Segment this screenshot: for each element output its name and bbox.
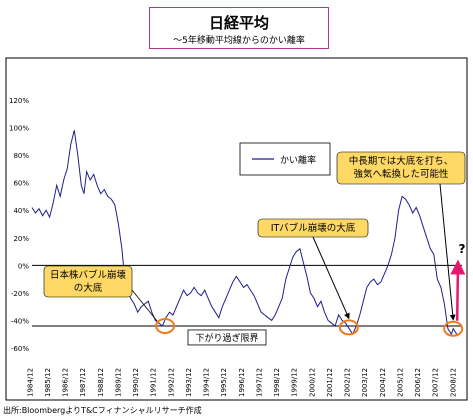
chart-subtitle: ～5年移動平均線からのかい離率 bbox=[173, 36, 305, 46]
x-tick-label: 1990/12 bbox=[132, 368, 140, 397]
question-mark: ? bbox=[459, 242, 466, 256]
bottom-highlight-circle bbox=[443, 320, 464, 337]
x-tick-label: 2008/12 bbox=[449, 368, 457, 397]
x-tick-label: 2004/12 bbox=[379, 368, 387, 397]
y-tick-label: 100% bbox=[9, 125, 29, 133]
x-tick-label: 2003/12 bbox=[361, 368, 369, 397]
callout-bubble-text: 日本株バブル崩壊 bbox=[50, 269, 127, 281]
x-tick-label: 1993/12 bbox=[185, 368, 193, 397]
series-line bbox=[31, 130, 458, 336]
x-tick-label: 1995/12 bbox=[220, 368, 228, 397]
x-tick-label: 1998/12 bbox=[273, 368, 281, 397]
y-tick-label: 80% bbox=[13, 152, 29, 160]
x-tick-label: 2000/12 bbox=[308, 368, 316, 397]
x-tick-label: 1984/12 bbox=[26, 368, 34, 397]
rebound-arrow bbox=[450, 259, 466, 321]
callout-it-arrow bbox=[312, 236, 350, 320]
x-tick-label: 1996/12 bbox=[238, 368, 246, 397]
x-tick-label: 1997/12 bbox=[255, 368, 263, 397]
callout-bubble-pointer bbox=[131, 289, 158, 322]
x-tick-label: 1986/12 bbox=[62, 368, 70, 397]
plot-frame bbox=[5, 57, 468, 401]
chart-title: 日経平均 bbox=[208, 14, 269, 32]
x-tick-label: 2002/12 bbox=[344, 368, 352, 397]
title-box: 日経平均 ～5年移動平均線からのかい離率 bbox=[149, 7, 329, 49]
bottom-highlight-circle bbox=[155, 317, 176, 334]
legend-label: かい離率 bbox=[280, 154, 316, 166]
callout-long-term-text: 強気へ転換した可能性 bbox=[353, 168, 449, 180]
x-tick-label: 1994/12 bbox=[203, 368, 211, 397]
x-tick-label: 1992/12 bbox=[167, 368, 175, 397]
y-tick-label: 40% bbox=[13, 207, 29, 215]
callout-bubble-box bbox=[43, 265, 133, 298]
limit-label: 下がり過ぎ限界 bbox=[195, 332, 258, 344]
y-tick-label: -20% bbox=[11, 290, 29, 298]
x-tick-label: 2001/12 bbox=[326, 368, 334, 397]
limit-label-box bbox=[187, 329, 267, 346]
x-tick-label: 1991/12 bbox=[150, 368, 158, 397]
callout-bubble-text: の大底 bbox=[74, 282, 103, 294]
x-tick-label: 1989/12 bbox=[114, 368, 122, 397]
y-tick-label: 20% bbox=[13, 235, 29, 243]
y-tick-label: 0% bbox=[18, 262, 29, 270]
callout-it-bubble-text: ITバブル崩壊の大底 bbox=[271, 222, 356, 234]
x-tick-label: 1987/12 bbox=[79, 368, 87, 397]
y-tick-label: -60% bbox=[11, 345, 29, 353]
x-tick-label: 2005/12 bbox=[396, 368, 404, 397]
y-tick-label: 120% bbox=[9, 97, 29, 105]
bottom-highlight-circle bbox=[338, 319, 359, 336]
y-tick-label: 60% bbox=[13, 180, 29, 188]
callout-long-term-arrow bbox=[439, 183, 456, 321]
callout-long-term-text: 中長期では大底を打ち、 bbox=[349, 155, 454, 167]
y-tick-label: -40% bbox=[11, 317, 29, 325]
source-note: 出所:BloombergよりT&Cフィナンシャルリサーチ作成 bbox=[3, 406, 202, 415]
x-tick-label: 1988/12 bbox=[97, 368, 105, 397]
x-tick-label: 2006/12 bbox=[414, 368, 422, 397]
callout-long-term-box bbox=[336, 151, 466, 185]
x-tick-label: 1985/12 bbox=[44, 368, 52, 397]
x-tick-label: 2007/12 bbox=[432, 368, 440, 397]
x-tick-label: 1999/12 bbox=[291, 368, 299, 397]
